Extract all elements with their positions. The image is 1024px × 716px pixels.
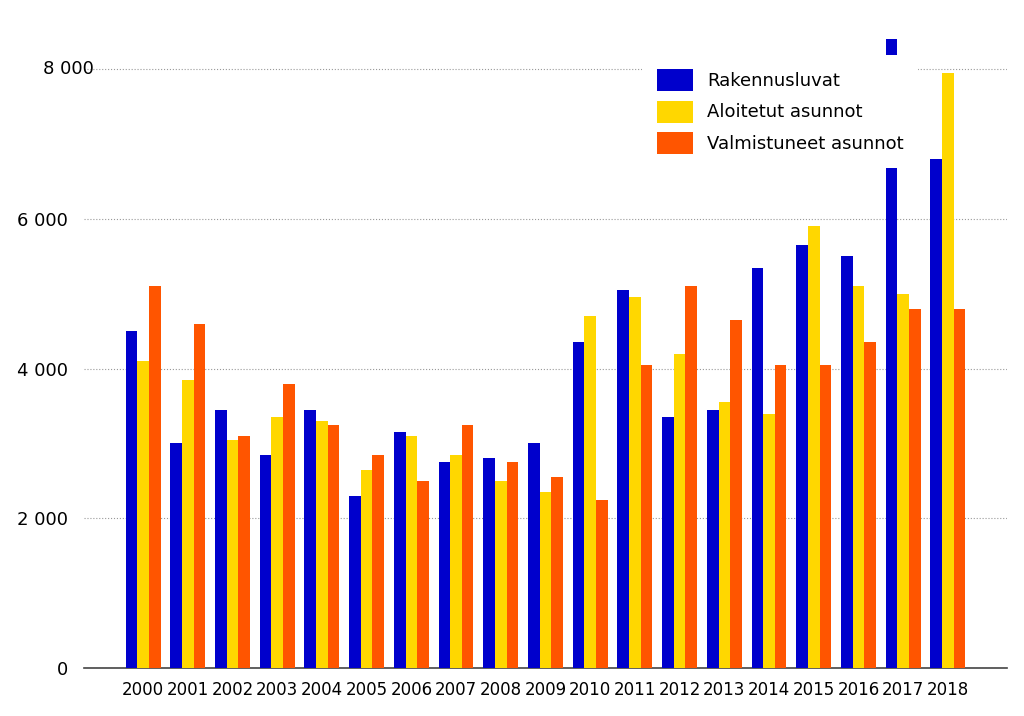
- Bar: [462, 425, 473, 668]
- Bar: [182, 380, 194, 668]
- Bar: [126, 332, 137, 668]
- Bar: [864, 342, 876, 668]
- Bar: [148, 286, 161, 668]
- Text: 8 000: 8 000: [43, 60, 94, 78]
- Bar: [328, 425, 339, 668]
- Bar: [373, 455, 384, 668]
- Bar: [719, 402, 730, 668]
- Bar: [841, 256, 853, 668]
- Bar: [271, 417, 283, 668]
- Bar: [137, 361, 148, 668]
- Bar: [417, 481, 429, 668]
- Bar: [730, 320, 741, 668]
- Bar: [942, 73, 953, 668]
- Bar: [360, 470, 373, 668]
- Bar: [495, 481, 507, 668]
- Bar: [215, 410, 226, 668]
- Bar: [897, 294, 909, 668]
- Bar: [304, 410, 316, 668]
- Bar: [170, 443, 182, 668]
- Bar: [451, 455, 462, 668]
- Bar: [551, 477, 563, 668]
- Bar: [283, 384, 295, 668]
- Bar: [260, 455, 271, 668]
- Bar: [507, 463, 518, 668]
- Bar: [629, 297, 641, 668]
- Bar: [239, 436, 250, 668]
- Bar: [909, 309, 921, 668]
- Bar: [797, 245, 808, 668]
- Bar: [707, 410, 719, 668]
- Bar: [349, 496, 360, 668]
- Bar: [763, 414, 775, 668]
- Bar: [438, 463, 451, 668]
- Bar: [194, 324, 205, 668]
- Bar: [663, 417, 674, 668]
- Bar: [886, 39, 897, 668]
- Bar: [540, 492, 551, 668]
- Bar: [953, 309, 966, 668]
- Bar: [752, 268, 763, 668]
- Bar: [674, 354, 685, 668]
- Bar: [617, 290, 629, 668]
- Bar: [775, 365, 786, 668]
- Bar: [853, 286, 864, 668]
- Bar: [685, 286, 697, 668]
- Bar: [572, 342, 585, 668]
- Bar: [226, 440, 239, 668]
- Bar: [808, 226, 819, 668]
- Legend: Rakennusluvat, Aloitetut asunnot, Valmistuneet asunnot: Rakennusluvat, Aloitetut asunnot, Valmis…: [642, 55, 919, 168]
- Bar: [394, 432, 406, 668]
- Bar: [528, 443, 540, 668]
- Bar: [819, 365, 831, 668]
- Bar: [406, 436, 417, 668]
- Bar: [585, 316, 596, 668]
- Bar: [316, 421, 328, 668]
- Bar: [483, 458, 495, 668]
- Bar: [641, 365, 652, 668]
- Bar: [931, 159, 942, 668]
- Bar: [596, 500, 607, 668]
